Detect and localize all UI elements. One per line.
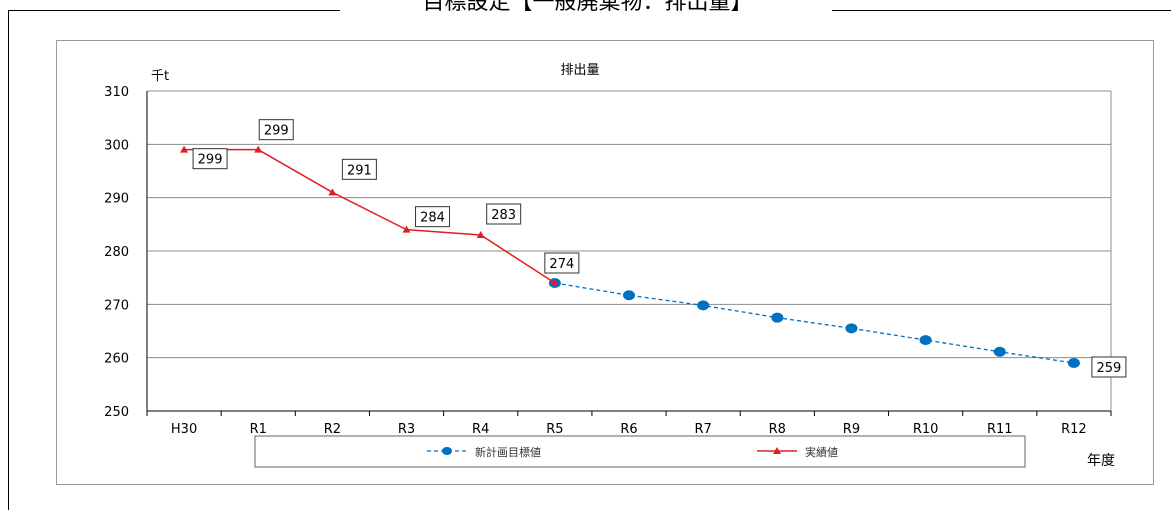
data-label: 299 xyxy=(264,124,289,139)
data-point xyxy=(476,231,485,238)
legend: 新計画目標値 実績値 xyxy=(254,435,1026,468)
data-point xyxy=(254,145,263,153)
x-tick-label: H30 xyxy=(171,422,197,437)
frame-top-left-line xyxy=(8,10,340,11)
y-tick-label: 290 xyxy=(104,192,129,207)
data-label-box xyxy=(341,158,377,180)
data-label: 283 xyxy=(491,208,516,223)
series-layer xyxy=(180,145,1080,368)
data-label: 284 xyxy=(420,211,445,226)
x-tick-label: R8 xyxy=(769,422,786,437)
x-tick-label: R4 xyxy=(472,422,489,437)
legend-label-actual: 実績値 xyxy=(805,445,838,459)
chart-title: 排出量 xyxy=(560,63,599,78)
data-point xyxy=(845,323,858,334)
data-point xyxy=(919,335,932,346)
data-point xyxy=(328,188,337,196)
series-line xyxy=(554,282,1075,364)
x-tick-label: R10 xyxy=(913,422,939,437)
x-tick-label: R12 xyxy=(1061,422,1087,437)
data-point xyxy=(1067,358,1080,368)
data-point xyxy=(771,312,784,323)
gridlines xyxy=(146,90,1112,412)
data-label-box xyxy=(192,148,228,170)
data-label: 259 xyxy=(1097,361,1122,376)
y-axis-ticks: 250 260 270 280 290 300 310 xyxy=(104,85,129,420)
frame-left-line xyxy=(8,10,9,510)
data-point xyxy=(623,290,635,301)
y-tick-label: 270 xyxy=(104,298,129,313)
y-tick-label: 250 xyxy=(104,405,129,420)
chart-container: 排出量 千t 年度 250 260 270 280 290 300 310 H30 R1 R2 R… xyxy=(56,40,1154,485)
data-label-box xyxy=(415,206,451,228)
x-tick-label: R3 xyxy=(398,422,415,437)
y-axis-unit-label: 千t xyxy=(151,69,169,84)
x-tick-label: R1 xyxy=(250,422,267,437)
x-tick-label: R5 xyxy=(546,422,563,437)
data-label-box xyxy=(258,119,294,141)
x-tick-label: R2 xyxy=(324,422,341,437)
frame-top-right-line xyxy=(832,10,1171,11)
data-point xyxy=(993,346,1006,357)
data-label: 291 xyxy=(347,163,372,178)
y-tick-label: 280 xyxy=(104,245,129,260)
data-label: 299 xyxy=(198,153,223,168)
x-tick-label: R11 xyxy=(987,422,1013,437)
data-point xyxy=(180,145,189,153)
data-label-box xyxy=(486,203,522,225)
x-tick-label: R7 xyxy=(694,422,711,437)
legend-marker-actual xyxy=(773,447,781,454)
data-point xyxy=(697,300,710,311)
data-label-box xyxy=(1091,356,1127,378)
legend-label-target: 新計画目標値 xyxy=(475,445,541,459)
series-line xyxy=(184,148,556,284)
data-labels: 299 299 291 284 283 274 259 xyxy=(192,119,1127,378)
legend-marker-target xyxy=(442,447,452,455)
line-chart: 排出量 千t 年度 250 260 270 280 290 300 310 H30 R1 R2 R… xyxy=(104,63,1127,469)
x-tick-label: R9 xyxy=(843,422,860,437)
y-tick-label: 260 xyxy=(104,352,129,367)
x-axis-label: 年度 xyxy=(1087,453,1115,469)
data-label: 274 xyxy=(549,257,574,272)
legend-box xyxy=(254,435,1026,468)
data-label-box xyxy=(544,252,580,274)
x-axis-ticks: H30 R1 R2 R3 R4 R5 R6 R7 R8 R9 R10 R11 R12 xyxy=(146,411,1112,437)
y-tick-label: 300 xyxy=(104,138,129,153)
page-heading: 目標設定【一般廃棄物：排出量】 xyxy=(422,0,753,15)
data-point xyxy=(402,225,411,233)
x-tick-label: R6 xyxy=(620,422,637,437)
y-tick-label: 310 xyxy=(104,85,129,100)
data-point xyxy=(550,279,559,286)
